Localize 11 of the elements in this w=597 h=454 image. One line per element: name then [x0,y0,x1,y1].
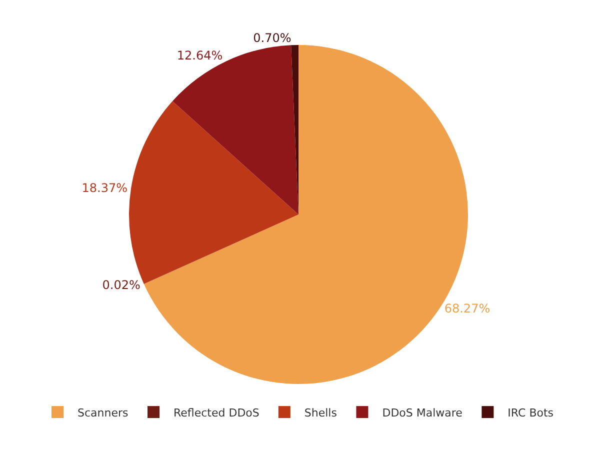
data-label: 18.37% [82,181,128,196]
legend-label: IRC Bots [508,406,554,420]
pie-slice [172,45,298,214]
legend-label: DDoS Malware [382,406,463,420]
data-label: 0.02% [102,278,140,292]
data-label: 12.64% [176,48,223,62]
data-label: 68.27% [444,302,490,316]
legend-label: Scanners [78,406,129,420]
data-label: 0.70% [253,31,292,46]
legend-label: Reflected DDoS [174,406,260,420]
legend-label: Shells [304,406,338,420]
